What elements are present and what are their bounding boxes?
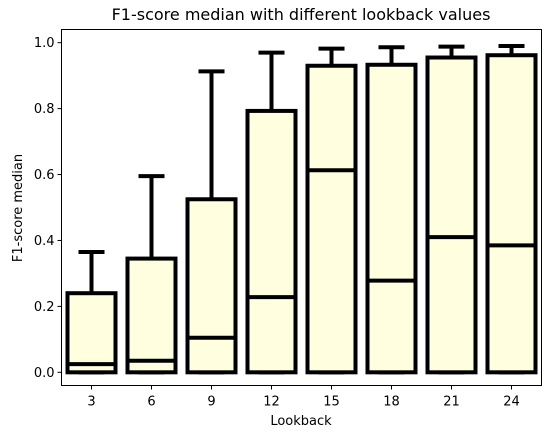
box: [485, 53, 538, 375]
x-tick-label: 18: [383, 395, 400, 410]
y-axis-ticks: 0.0 0.2 0.4 0.6 0.8 1.0: [34, 36, 62, 381]
box-group-3: [65, 250, 118, 375]
y-tick-label: 0.2: [34, 300, 55, 315]
x-tick-label: 3: [87, 395, 95, 410]
box-group-9: [185, 69, 238, 375]
box: [65, 291, 118, 375]
x-tick-label: 12: [263, 395, 280, 410]
box: [425, 55, 478, 375]
box-group-6: [125, 174, 178, 375]
box: [365, 62, 418, 375]
box-group-24: [485, 43, 538, 375]
y-tick-label: 0.6: [34, 168, 55, 183]
x-tick-label: 21: [443, 395, 460, 410]
x-tick-label: 9: [207, 395, 215, 410]
y-tick-label: 0.4: [34, 234, 55, 249]
y-tick-label: 1.0: [34, 36, 55, 51]
box: [125, 256, 178, 375]
x-tick-label: 24: [503, 395, 520, 410]
box: [305, 63, 358, 375]
box: [185, 197, 238, 375]
y-tick-label: 0.8: [34, 102, 55, 117]
chart-title: F1-score median with different lookback …: [112, 5, 491, 24]
plot-content: [65, 43, 538, 375]
box-group-18: [365, 45, 418, 375]
y-axis-label: F1-score median: [11, 154, 26, 262]
box: [245, 108, 298, 375]
axes-frame: [61, 29, 542, 386]
box-group-15: [305, 46, 358, 375]
box-group-21: [425, 44, 478, 375]
x-axis-ticks: 3 6 9 12 15 18 21 24: [87, 385, 520, 410]
y-tick-label: 0.0: [34, 366, 55, 381]
x-axis-label: Lookback: [270, 414, 332, 429]
x-tick-label: 6: [147, 395, 155, 410]
box-group-12: [245, 50, 298, 375]
x-tick-label: 15: [323, 395, 340, 410]
